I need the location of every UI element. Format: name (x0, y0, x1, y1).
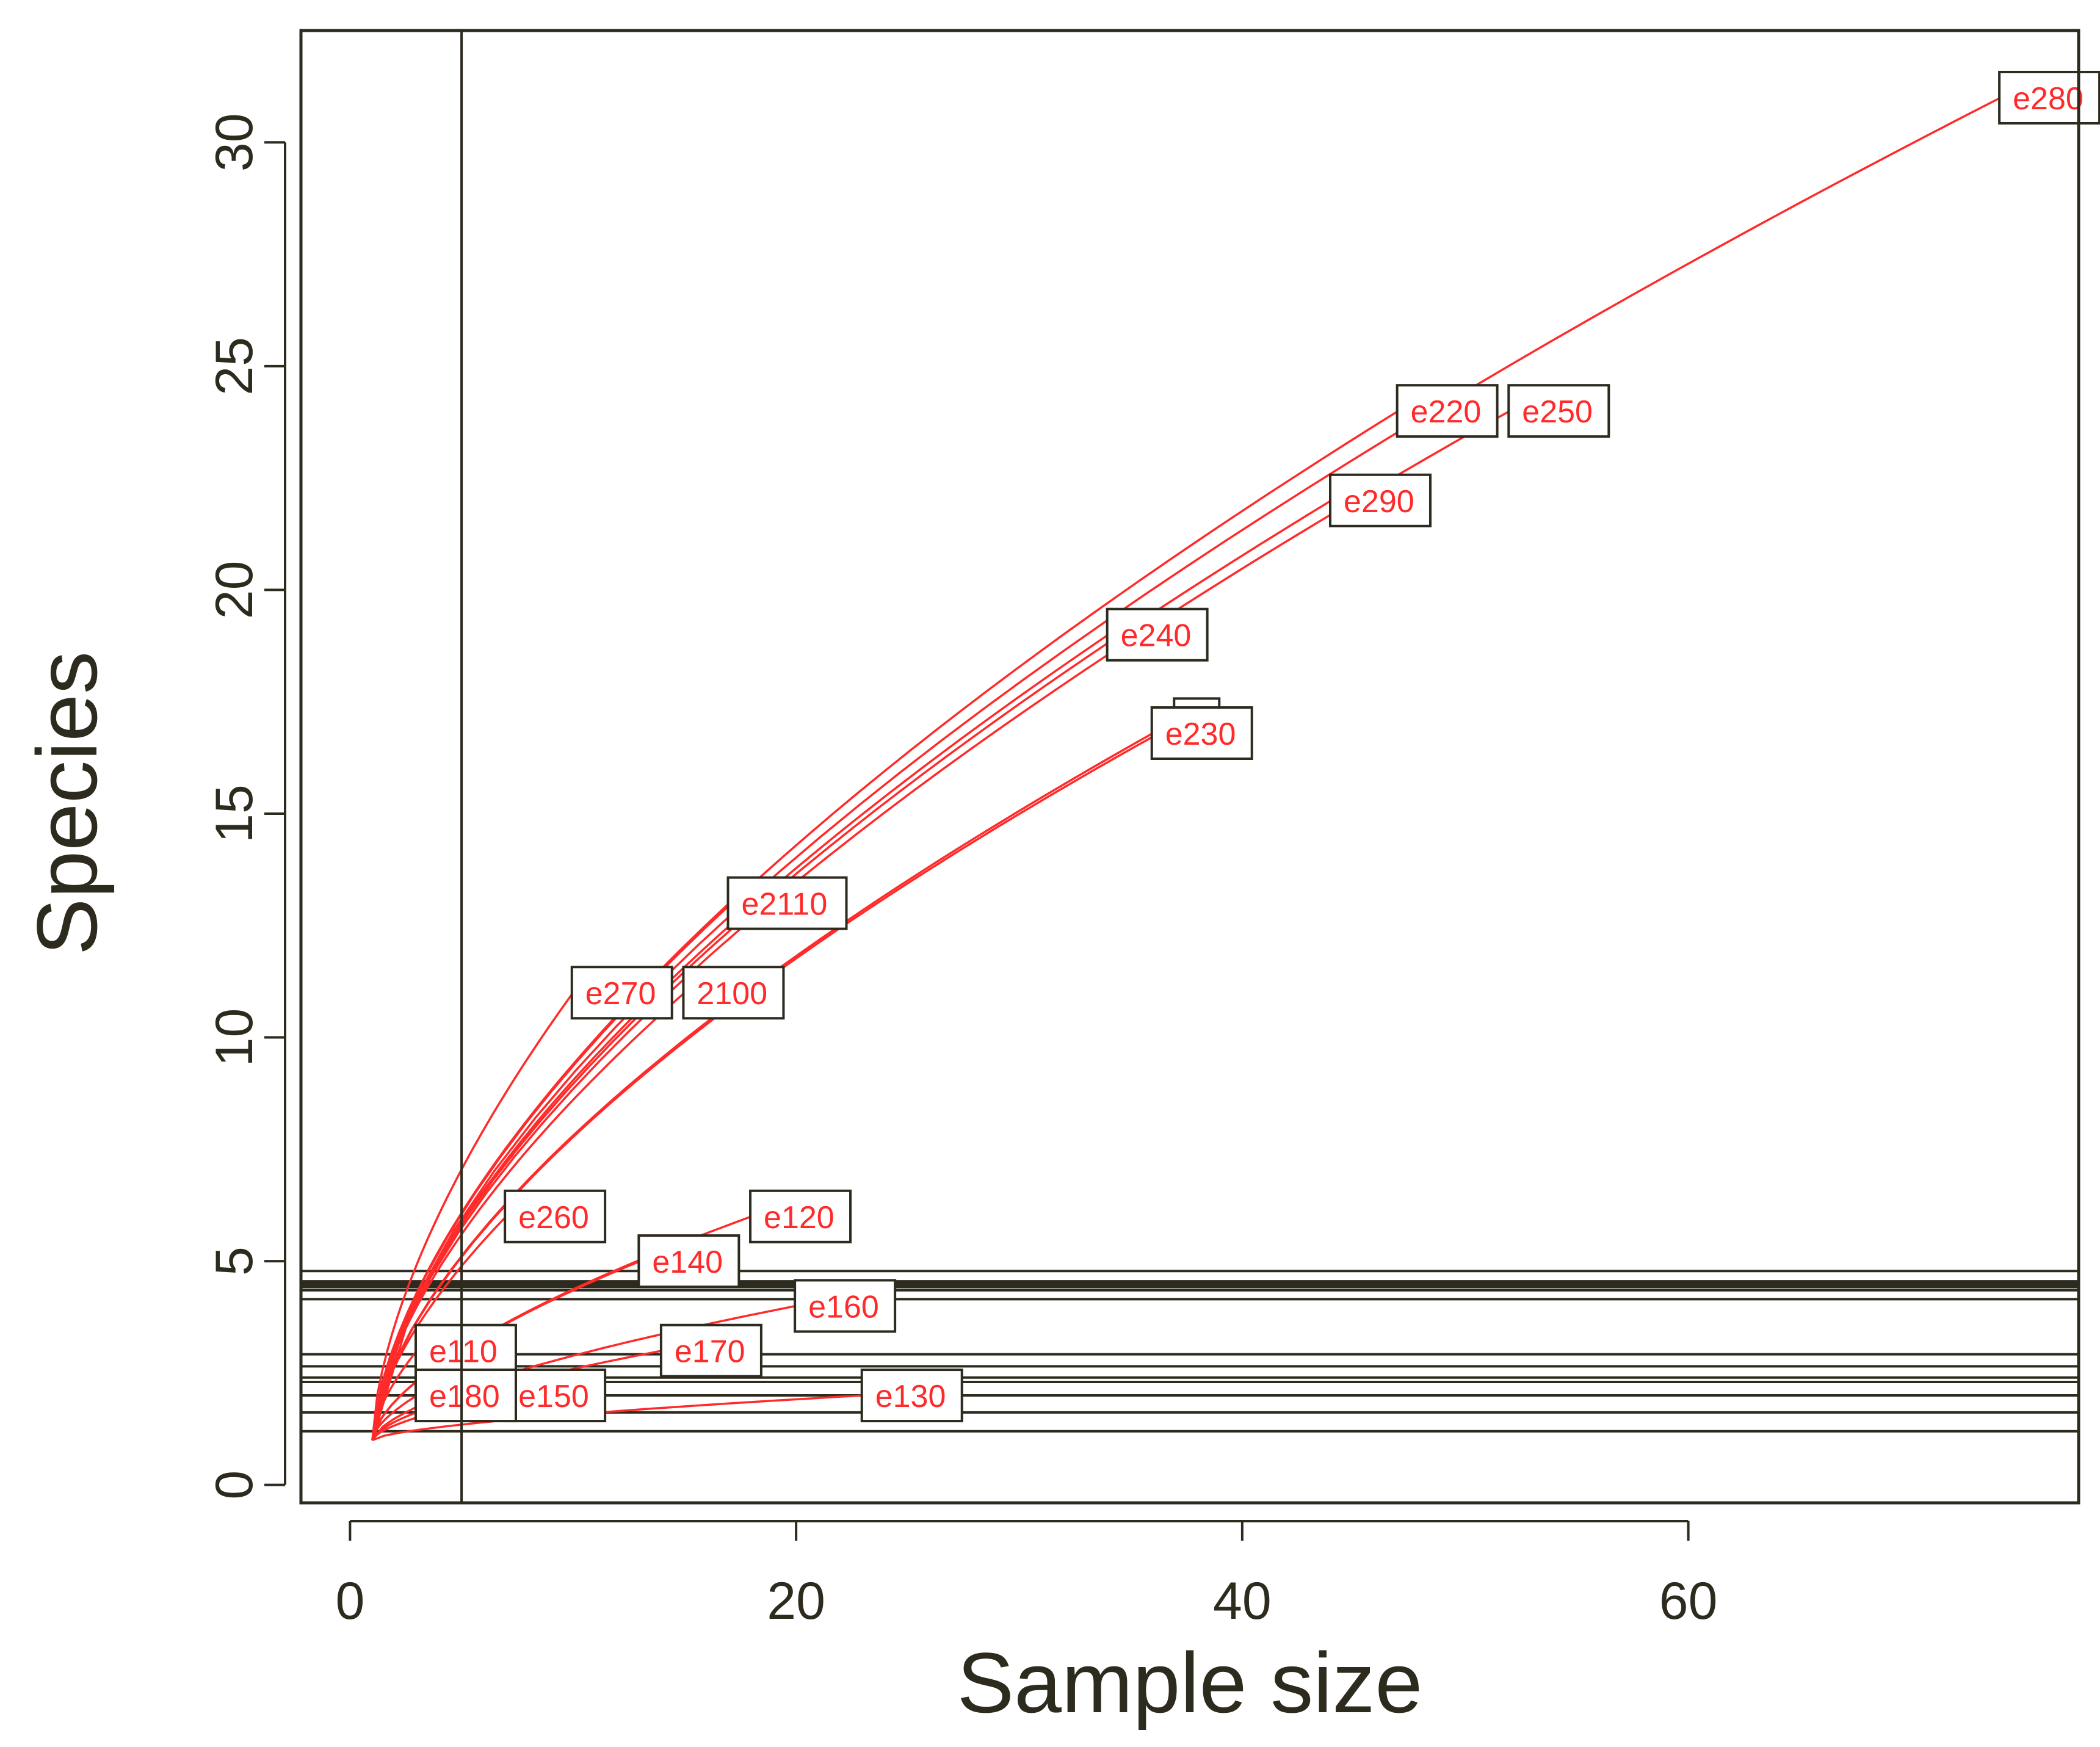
y-tick-label: 30 (205, 113, 264, 172)
curve-e2110 (371, 902, 730, 1441)
curve-e180 (371, 1394, 418, 1441)
rarefaction-curves (371, 96, 2001, 1442)
y-axis-title: Species (19, 651, 115, 955)
label-text: e110 (429, 1334, 498, 1370)
label-e280: e280 (1998, 70, 2100, 125)
label-box (682, 966, 785, 1020)
label-box (1998, 70, 2100, 125)
label-box (1396, 384, 1499, 438)
label-e170: e170 (659, 1323, 762, 1378)
label-box (1329, 473, 1432, 527)
label-text: e220 (1411, 394, 1482, 430)
label-e160: e160 (794, 1279, 897, 1333)
curve-e130 (372, 1394, 863, 1442)
y-tick-label: 15 (205, 784, 264, 843)
label-e120: e120 (749, 1189, 852, 1243)
label-box (414, 1323, 517, 1378)
label-e240: e240 (1106, 607, 1209, 662)
label-box (860, 1369, 963, 1423)
y-tick-label: 0 (205, 1470, 264, 1500)
label-e260: e260 (504, 1189, 607, 1243)
label-text: e280 (2013, 81, 2084, 117)
label-text: e160 (808, 1289, 879, 1325)
label-text: e260 (518, 1200, 589, 1235)
label-box (637, 1234, 740, 1289)
label-box (794, 1279, 897, 1333)
label-text: e140 (652, 1245, 723, 1280)
label-e2110: e2110 (726, 876, 848, 930)
label-box (504, 1189, 607, 1243)
label-text: e270 (585, 976, 656, 1011)
label-box (726, 876, 848, 930)
y-tick-label: 20 (205, 561, 264, 620)
label-text: e150 (518, 1379, 589, 1414)
y-tick-label: 25 (205, 337, 264, 396)
curve-e110 (371, 1350, 418, 1441)
curve-labels: e280e220e250e290e2400e230e21102100e270e2… (414, 70, 2100, 1423)
label-e230: e230 (1150, 706, 1253, 761)
label-text: e250 (1522, 394, 1593, 430)
label-e2100: 2100 (682, 966, 785, 1020)
label-e220: e220 (1396, 384, 1499, 438)
label-text: e290 (1344, 484, 1414, 519)
label-e150: e150 (504, 1369, 607, 1423)
x-tick-label: 20 (767, 1572, 825, 1630)
label-e180: e180 (414, 1369, 517, 1423)
label-e290: e290 (1329, 473, 1432, 527)
curve-e270 (371, 992, 574, 1441)
x-tick-label: 0 (335, 1572, 364, 1630)
label-e250: e250 (1507, 384, 1610, 438)
label-box (749, 1189, 852, 1243)
label-text: e170 (675, 1334, 745, 1370)
label-text: e230 (1165, 717, 1236, 752)
label-text: e120 (764, 1200, 835, 1235)
y-tick-label: 5 (205, 1246, 264, 1276)
label-box (570, 966, 673, 1020)
x-axis: 0 20 40 60 (335, 1520, 1718, 1630)
y-tick-label: 10 (205, 1008, 264, 1067)
curve-e250 (371, 410, 1511, 1441)
x-tick-label: 60 (1659, 1572, 1718, 1630)
label-text: e2110 (742, 887, 828, 922)
plot-frame (299, 29, 2080, 1505)
label-e140: e140 (637, 1234, 740, 1289)
label-e270: e270 (570, 966, 673, 1020)
x-axis-title: Sample size (957, 1635, 1423, 1731)
label-e110: e110 (414, 1323, 517, 1378)
label-text: e130 (875, 1379, 946, 1414)
label-text: e240 (1121, 618, 1192, 654)
label-e130: e130 (860, 1369, 963, 1423)
label-text: 2100 (697, 976, 767, 1011)
x-tick-label: 40 (1213, 1572, 1272, 1630)
label-box (1150, 706, 1253, 761)
label-box (1106, 607, 1209, 662)
label-text: e180 (429, 1379, 500, 1414)
label-box (1507, 384, 1610, 438)
label-box (414, 1369, 517, 1423)
label-box (659, 1323, 762, 1378)
y-axis: 0 5 10 15 20 25 30 (205, 113, 286, 1500)
curve-e260 (371, 1215, 507, 1441)
curve-e290 (371, 499, 1332, 1441)
curve-e2100 (371, 991, 686, 1441)
